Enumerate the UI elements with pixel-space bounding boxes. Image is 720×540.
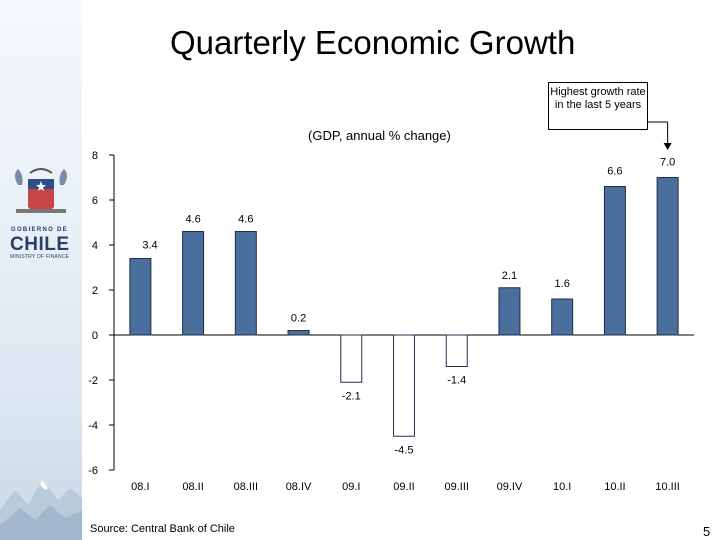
y-tick-label: -4	[88, 420, 98, 432]
bar-09.IV	[498, 287, 521, 336]
value-label: 2.1	[502, 270, 517, 282]
chart-title: (GDP, annual % change)	[308, 128, 451, 143]
callout-arrow-head	[663, 143, 672, 150]
logo-ministry-text: MINISTRY OF FINANCE	[10, 254, 70, 260]
x-tick-label: 09.III	[444, 481, 468, 493]
bar-10.III	[656, 177, 679, 336]
y-tick-label: 0	[92, 330, 98, 342]
bar-09.III	[445, 334, 468, 367]
y-tick-label: 2	[92, 285, 98, 297]
value-label: -2.1	[342, 390, 361, 402]
logo-gobierno-text: GOBIERNO DE	[11, 227, 68, 233]
bar-10.II	[603, 186, 626, 336]
mountains-illustration	[0, 480, 82, 540]
bars	[129, 177, 679, 437]
x-tick-label: 10.II	[604, 481, 625, 493]
x-tick-label: 08.III	[234, 481, 258, 493]
x-tick-label: 09.II	[393, 481, 414, 493]
bar-08.IV	[287, 330, 310, 336]
chile-coat-of-arms-logo	[15, 168, 67, 213]
value-label: 4.6	[185, 214, 200, 226]
value-label: 0.2	[291, 313, 306, 325]
value-label: -4.5	[395, 444, 414, 456]
bar-08.II	[182, 231, 205, 336]
category-labels: 08.I 08.II 08.III 08.IV 09.I 09.II 09.III 09.IV…	[131, 481, 680, 493]
logo-chile-text: CHILE	[10, 234, 70, 255]
callout-arrow	[648, 121, 672, 150]
source-note: Source: Central Bank of Chile	[90, 523, 235, 535]
bar-09.II	[393, 334, 415, 437]
y-axis: 8 6 4 2 0 -2 -4 -6	[88, 150, 694, 477]
value-label: 6.6	[607, 166, 622, 178]
value-label: 7.0	[660, 157, 675, 169]
x-tick-label: 09.IV	[497, 481, 523, 493]
value-label: -1.4	[447, 375, 466, 387]
value-label: 4.6	[238, 214, 253, 226]
x-tick-label: 10.III	[655, 481, 679, 493]
y-tick-label: 6	[92, 195, 98, 207]
y-tick-label: 4	[92, 240, 98, 252]
bar-08.I	[129, 258, 152, 336]
bar-08.III	[234, 231, 257, 336]
bar-10.I	[551, 298, 574, 336]
value-label: 1.6	[555, 278, 570, 290]
callout-box: Highest growth rate in the last 5 years	[548, 82, 648, 130]
x-tick-label: 08.IV	[286, 481, 312, 493]
y-tick-label: 8	[92, 150, 98, 162]
y-tick-label: -6	[88, 465, 98, 477]
value-label: 3.4	[142, 240, 157, 252]
y-tick-label: -2	[88, 375, 98, 387]
x-tick-label: 10.I	[553, 481, 571, 493]
sidebar-background	[0, 0, 82, 540]
x-tick-label: 09.I	[342, 481, 360, 493]
x-tick-label: 08.II	[182, 481, 203, 493]
x-tick-label: 08.I	[131, 481, 149, 493]
slide-title: Quarterly Economic Growth	[170, 24, 576, 61]
value-labels: 3.4 4.6 4.6 0.2 -2.1 -4.5 -1.4 2.1 1.6 6.6 7.0	[142, 157, 675, 457]
bar-09.I	[340, 334, 363, 383]
page-number: 5	[703, 524, 711, 539]
